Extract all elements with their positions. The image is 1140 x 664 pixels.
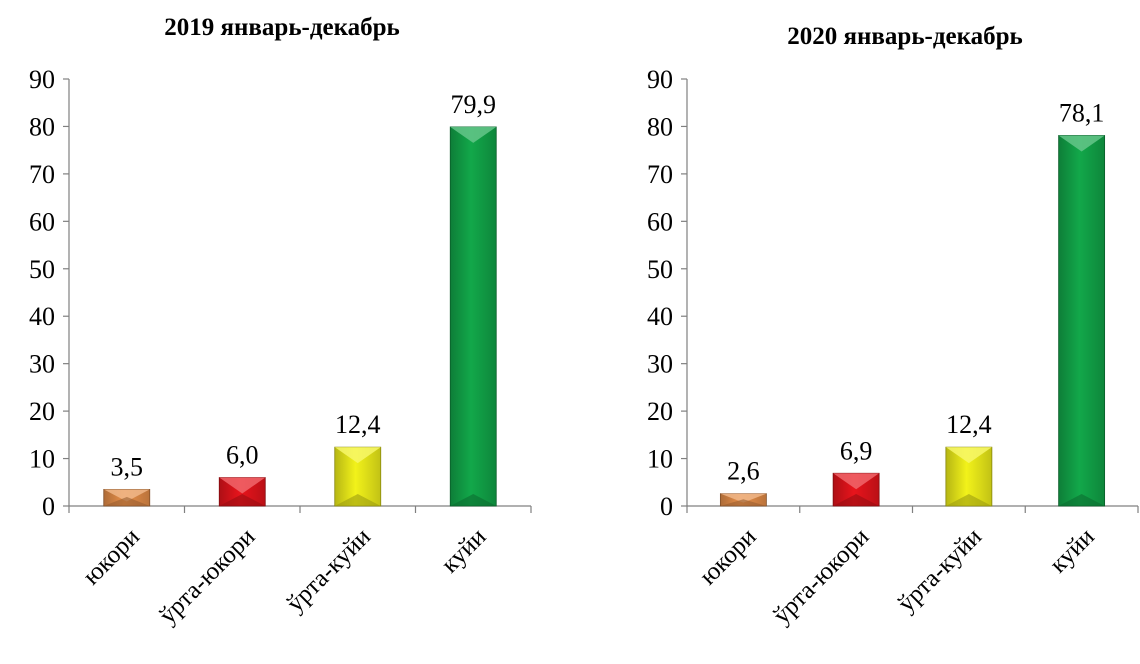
data-label: 12,4 [946,410,992,439]
bar-bevel-top [450,126,497,143]
bar-bevel-bottom [720,499,767,506]
y-tick-label: 40 [647,302,673,331]
y-tick-label: 60 [29,207,55,236]
chart-2020: 2020 январь-декабрь 0 10 20 30 40 50 60 70 80 90 2… [570,0,1140,664]
chart-2020-svg: 2020 январь-декабрь 0 10 20 30 40 50 60 70 80 90 2… [647,23,1139,629]
category-label: ўрта-куйи [282,523,376,617]
y-tick-label: 20 [647,397,673,426]
bar [945,446,993,507]
bar-bevel-bottom [103,496,150,506]
data-label: 6,0 [226,441,259,470]
y-tick-label: 0 [660,492,673,521]
y-tick-label: 30 [29,350,55,379]
category-label: юкори [694,523,761,590]
y-tick-label: 50 [647,255,673,284]
bar [449,126,497,507]
category-label: куйи [436,523,491,578]
y-tick-label: 40 [29,302,55,331]
bar-bevel-bottom [334,494,381,506]
bar-bevel-top [334,447,381,464]
bar [1058,135,1106,507]
category-label: ўрта-куйи [893,523,987,617]
bar-bevel-top [219,477,266,494]
data-label: 12,4 [335,410,381,439]
y-tick-label: 70 [647,160,673,189]
y-tick-label: 10 [647,445,673,474]
y-tick-label: 0 [42,492,55,521]
bar-body [449,126,497,507]
data-label: 3,5 [111,452,144,481]
y-tick-label: 50 [29,255,55,284]
y-tick-label: 90 [29,65,55,94]
bar [832,472,880,507]
category-label: ўрта-юкори [768,523,874,629]
y-tick-label: 80 [29,112,55,141]
bar [719,493,767,507]
bar-bevel-bottom [833,494,880,506]
bar-body [1058,135,1106,507]
chart-2019-svg: 2019 январь-декабрь 0 10 20 30 40 50 60 70 80 90 3… [29,14,532,629]
data-label: 79,9 [451,90,497,119]
bar-bevel-bottom [1058,494,1105,506]
category-label: куйи [1045,523,1100,578]
y-tick-label: 20 [29,397,55,426]
category-label: ўрта-юкори [154,523,260,629]
bar-bevel-top [720,493,767,503]
bar [103,488,151,507]
bar [218,477,266,507]
bar-bevel-top [103,489,150,502]
bar-bevel-bottom [945,494,992,506]
bar-bevel-bottom [219,494,266,506]
data-label: 78,1 [1059,98,1105,127]
y-tick-label: 60 [647,207,673,236]
category-label: юкори [78,523,145,590]
chart-title: 2019 январь-декабрь [164,14,400,41]
data-label: 6,9 [840,436,873,465]
y-tick-label: 90 [647,65,673,94]
y-tick-label: 80 [647,112,673,141]
chart-title: 2020 январь-декабрь [787,23,1023,50]
bar-bevel-top [1058,135,1105,152]
bar-bevel-top [945,447,992,464]
data-label: 2,6 [727,457,760,486]
bar-bevel-bottom [450,494,497,506]
bar-bevel-top [833,473,880,490]
bar [334,446,382,507]
y-tick-label: 70 [29,160,55,189]
y-tick-label: 10 [29,445,55,474]
y-tick-label: 30 [647,350,673,379]
chart-2019: 2019 январь-декабрь 0 10 20 30 40 50 60 70 80 90 3… [29,14,532,629]
